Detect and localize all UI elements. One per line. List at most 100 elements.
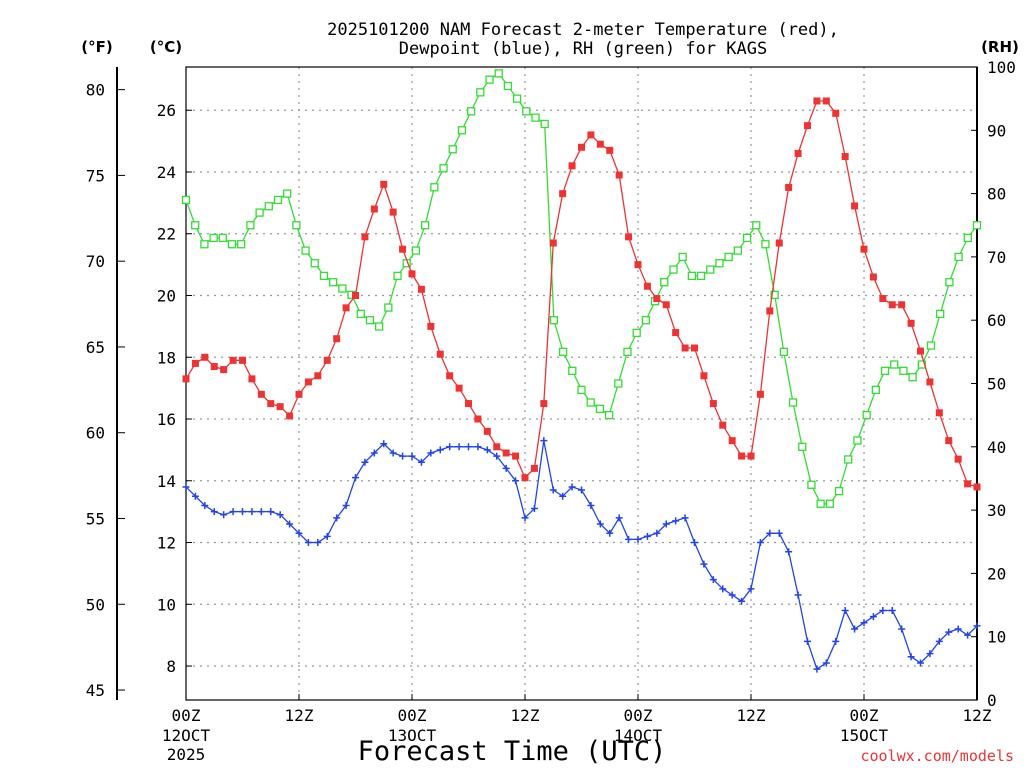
data-point (728, 591, 736, 599)
data-point (181, 195, 191, 205)
data-point (963, 233, 972, 243)
data-point (738, 597, 746, 605)
data-point (825, 499, 834, 508)
data-point (578, 486, 585, 494)
data-point (700, 372, 708, 380)
x-tick-label: 12Z (511, 706, 540, 725)
rh-tick-label: 90 (987, 121, 1006, 140)
data-point (210, 508, 218, 516)
data-point (643, 282, 651, 290)
data-point (756, 539, 764, 547)
data-point (804, 122, 811, 130)
data-point (342, 304, 350, 312)
rh-tick-label: 10 (987, 628, 1006, 647)
data-point (295, 390, 303, 398)
data-point (871, 385, 880, 394)
data-point (436, 446, 444, 454)
data-point (427, 449, 435, 457)
data-point (384, 303, 393, 312)
data-point (766, 307, 774, 315)
data-point (494, 69, 503, 78)
data-point (973, 483, 981, 491)
data-point (615, 171, 623, 179)
data-point (662, 301, 670, 309)
rh-tick-label: 60 (987, 311, 1006, 330)
data-point (283, 189, 292, 198)
data-point (267, 400, 275, 408)
data-point (356, 309, 365, 319)
data-point (301, 246, 310, 255)
rh-tick-label: 70 (987, 248, 1006, 267)
data-point (220, 366, 228, 374)
data-point (512, 477, 520, 485)
data-point (342, 501, 350, 509)
data-point (559, 190, 567, 198)
rh-unit-label: (RH) (981, 38, 1019, 56)
data-point (844, 455, 853, 464)
data-point (540, 119, 549, 129)
data-point (899, 366, 908, 375)
data-point (476, 88, 485, 97)
data-point (568, 483, 576, 491)
data-point (276, 403, 284, 411)
data-point (936, 309, 945, 319)
data-point (634, 535, 642, 543)
celsius-tick-label: 20 (157, 286, 176, 305)
data-point (662, 520, 670, 528)
data-point (719, 585, 727, 593)
data-point (399, 245, 407, 253)
data-point (455, 384, 463, 392)
data-point (209, 233, 218, 243)
data-point (879, 606, 887, 614)
data-point (606, 146, 614, 154)
data-point (596, 520, 604, 528)
data-point (728, 437, 736, 445)
data-point (681, 344, 689, 352)
data-point (191, 492, 199, 500)
series-dewpoint (182, 437, 981, 673)
chart-title-line2: Dewpoint (blue), RH (green) for KAGS (399, 39, 767, 59)
data-point (286, 520, 294, 528)
x-tick-label: 12Z (963, 706, 992, 725)
data-point (907, 653, 915, 661)
data-point (375, 322, 384, 331)
data-point (709, 576, 717, 584)
data-point (248, 508, 256, 516)
credit-text: coolwx.com/models (860, 747, 1014, 765)
data-point (747, 452, 755, 460)
rh-tick-label: 80 (987, 185, 1006, 204)
celsius-tick-label: 26 (157, 101, 176, 120)
data-point (775, 529, 783, 537)
data-point (531, 113, 540, 122)
data-point (465, 443, 472, 451)
celsius-tick-label: 18 (157, 348, 176, 367)
data-point (257, 390, 265, 398)
data-point (615, 514, 623, 522)
data-point (333, 335, 341, 343)
data-point (333, 514, 341, 522)
data-point (310, 259, 319, 268)
x-axis-title: Forecast Time (UTC) (358, 736, 667, 767)
data-point (370, 205, 378, 213)
data-point (568, 162, 576, 170)
data-point (813, 665, 821, 673)
data-point (766, 529, 774, 537)
data-point (483, 427, 491, 435)
data-point (888, 606, 896, 614)
data-point (954, 252, 963, 262)
data-point (502, 449, 510, 457)
x-date-label: 13OCT (388, 726, 437, 745)
data-point (935, 637, 943, 645)
data-point (502, 464, 510, 472)
data-point (399, 452, 407, 460)
x-tick-label: 00Z (398, 706, 427, 725)
x-year-label: 2025 (167, 745, 206, 764)
data-point (329, 278, 338, 287)
data-point (380, 180, 388, 188)
data-point (738, 452, 746, 460)
x-date-label: 15OCT (840, 726, 889, 745)
data-point (770, 290, 779, 300)
data-point (408, 452, 416, 460)
data-point (822, 659, 830, 667)
data-point (220, 511, 228, 519)
